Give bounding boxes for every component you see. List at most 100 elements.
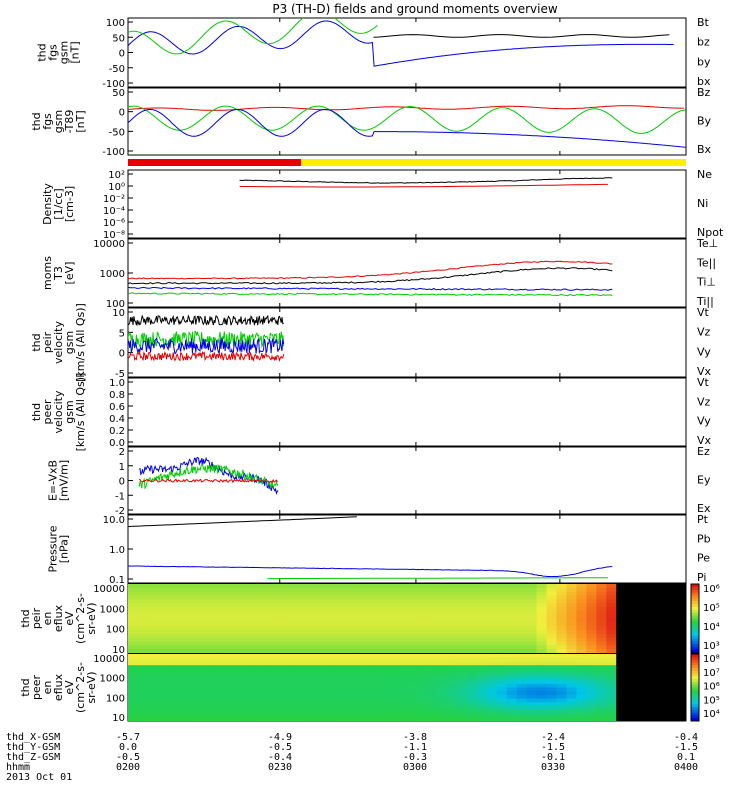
spectrogram-cell xyxy=(616,661,627,666)
spectrogram-cell xyxy=(337,687,348,692)
spectrogram-cell xyxy=(596,672,607,677)
spectrogram-cell xyxy=(656,706,667,711)
legend-entry: Ez xyxy=(697,445,710,458)
spectrogram-cell xyxy=(636,587,647,593)
spectrogram-cell xyxy=(177,691,189,696)
spectrogram-cell xyxy=(367,630,378,635)
spectrogram-cell xyxy=(147,614,159,620)
spectrogram-cell xyxy=(247,661,259,666)
spectrogram-cell xyxy=(456,626,468,631)
spectrogram-cell xyxy=(187,595,199,600)
spectrogram-cell xyxy=(436,618,448,623)
spectrogram-cell xyxy=(586,633,597,639)
spectrogram-cell xyxy=(227,717,239,721)
spectrogram-cell xyxy=(227,661,239,666)
colorbar-step xyxy=(691,715,699,719)
spectrogram-cell xyxy=(636,591,647,597)
spectrogram-cell xyxy=(536,709,548,715)
spectrogram-cell xyxy=(277,584,289,589)
spectrogram-cell xyxy=(436,702,448,707)
spectrogram-cell xyxy=(636,654,647,659)
spectrogram-cell xyxy=(486,587,498,593)
spectrogram-cell xyxy=(337,633,348,639)
spectrogram-cell xyxy=(516,591,528,597)
panel-frame xyxy=(127,87,687,156)
spectrogram-cell xyxy=(247,649,259,653)
spectrogram-cell xyxy=(128,622,139,627)
spectrogram-cell xyxy=(387,584,398,589)
spectrogram-cell xyxy=(317,607,328,612)
spectrogram-cell xyxy=(666,713,677,718)
spectrogram-cell xyxy=(536,661,548,666)
spectrogram-cell xyxy=(426,607,438,612)
spectrogram-cell xyxy=(327,614,338,620)
y-axis-label: gsm xyxy=(63,331,76,354)
spectrogram-cell xyxy=(586,591,597,597)
spectrogram-cell xyxy=(177,698,189,703)
spectrogram-cell xyxy=(157,683,169,689)
spectrogram-cell xyxy=(207,614,219,620)
spectrogram-cell xyxy=(147,698,159,703)
spectrogram-cell xyxy=(327,633,338,639)
spectrogram-cell xyxy=(606,687,617,692)
spectrogram-cell xyxy=(387,683,398,689)
spectrogram-cell xyxy=(128,641,139,646)
spectrogram-cell xyxy=(297,633,308,639)
spectrogram-cell xyxy=(197,668,209,674)
spectrogram-cell xyxy=(397,649,408,653)
spectrogram-cell xyxy=(207,654,219,659)
spectrogram-cell xyxy=(506,614,518,620)
y-axis-label: peer xyxy=(30,675,43,701)
spectrogram-cell xyxy=(187,599,199,604)
spectrogram-cell xyxy=(177,622,189,627)
spectrogram-cell xyxy=(207,603,219,608)
spectrogram-cell xyxy=(636,610,647,616)
spectrogram-cell xyxy=(496,676,508,681)
legend-entry: Vt xyxy=(697,376,710,389)
panel-frame xyxy=(127,169,687,239)
spectrogram-cell xyxy=(536,706,548,711)
spectrogram-cell xyxy=(496,633,508,639)
spectrogram-cell xyxy=(526,637,538,643)
spectrogram-cell xyxy=(626,676,637,681)
spectrogram-cell xyxy=(506,603,518,608)
spectrogram-cell xyxy=(516,610,528,616)
spectrogram-cell xyxy=(237,622,249,627)
spectrogram-cell xyxy=(257,603,269,608)
spectrogram-cell xyxy=(137,599,149,604)
spectrogram-cell xyxy=(327,702,338,707)
spectrogram-cell xyxy=(486,706,498,711)
spectrogram-cell xyxy=(407,633,418,639)
spectrogram-cell xyxy=(197,649,209,653)
spectrogram-cell xyxy=(556,610,568,616)
spectrogram-cell xyxy=(536,713,548,718)
spectrogram-cell xyxy=(207,702,219,707)
spectrogram-cell xyxy=(566,599,577,604)
spectrogram-cell xyxy=(536,702,548,707)
series-Pe xyxy=(267,577,608,580)
spectrogram-cell xyxy=(287,618,298,623)
spectrogram-cell xyxy=(516,668,528,674)
spectrogram-cell xyxy=(257,591,269,597)
spectrogram-cell xyxy=(247,626,259,631)
spectrogram-cell xyxy=(287,626,298,631)
spectrogram-cell xyxy=(606,603,617,608)
spectrogram-cell xyxy=(626,694,637,700)
spectrogram-cell xyxy=(536,626,548,631)
spectrogram-cell xyxy=(297,694,308,700)
y-tick-label: -5 xyxy=(115,369,125,380)
spectrogram-cell xyxy=(227,654,239,659)
spectrogram-cell xyxy=(556,599,568,604)
spectrogram-cell xyxy=(367,622,378,627)
spectrogram-cell xyxy=(596,603,607,608)
spectrogram-cell xyxy=(347,691,358,696)
spectrogram-cell xyxy=(207,698,219,703)
spectrogram-cell xyxy=(257,618,269,623)
spectrogram-cell xyxy=(646,713,657,718)
spectrogram-cell xyxy=(496,607,508,612)
y-axis-label: thd xyxy=(19,609,32,627)
spectrogram-cell xyxy=(267,637,279,643)
spectrogram-cell xyxy=(347,649,358,653)
spectrogram-cell xyxy=(556,622,568,627)
spectrogram-cell xyxy=(277,630,289,635)
